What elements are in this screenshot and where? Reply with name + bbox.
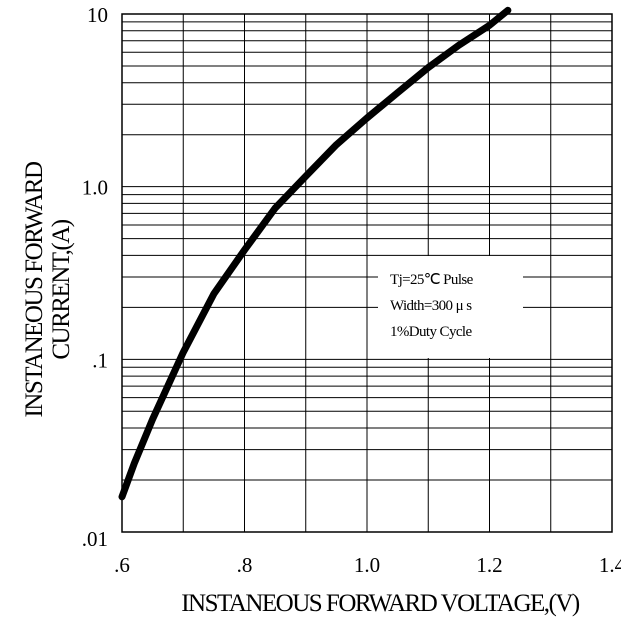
x-tick-label: .6 [114, 553, 130, 577]
y-axis-label: INSTANEOUS FORWARD CURRENT,(A) [21, 161, 75, 418]
x-tick-label: 1.0 [354, 553, 380, 577]
y-tick-label: 1.0 [82, 176, 108, 200]
x-tick-labels: .6 .8 1.0 1.2 1.4 [114, 553, 621, 577]
y-tick-label: .01 [82, 527, 108, 551]
annotation-line-1: Tj=25℃ Pulse [390, 272, 474, 288]
annotation-line-2: Width=300 μ s [390, 298, 472, 314]
x-axis-label: INSTANEOUS FORWARD VOLTAGE,(V) [181, 590, 580, 617]
annotation-line-3: 1%Duty Cycle [390, 324, 472, 340]
y-axis-label-line-1: INSTANEOUS FORWARD [21, 161, 48, 418]
grid-lines [121, 13, 613, 533]
y-axis-label-line-2: CURRENT,(A) [48, 219, 75, 359]
x-tick-label: .8 [237, 553, 253, 577]
x-tick-label: 1.2 [476, 553, 502, 577]
y-tick-label: .1 [92, 348, 108, 372]
y-tick-label: 10 [87, 3, 108, 27]
x-tick-label: 1.4 [599, 553, 621, 577]
annotation-box [378, 256, 523, 358]
forward-current-curve [118, 6, 512, 501]
plot-frame [121, 13, 613, 533]
y-tick-labels: .01 .1 1.0 10 [82, 3, 108, 551]
